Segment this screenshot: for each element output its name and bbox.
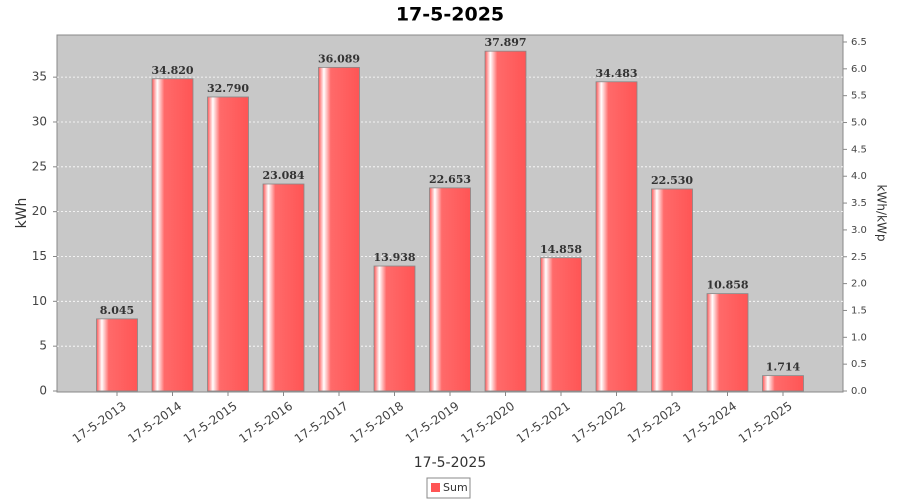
value-label: 8.045 — [100, 304, 134, 317]
y-axis-label: kWh — [14, 198, 30, 229]
legend-swatch — [431, 483, 440, 492]
bar — [318, 66, 360, 392]
value-label: 14.858 — [540, 243, 582, 256]
bar — [151, 78, 194, 392]
y-tick-label: 20 — [32, 204, 47, 218]
bar — [262, 183, 305, 392]
bar — [429, 187, 471, 392]
value-label: 37.897 — [484, 36, 526, 49]
value-label: 34.483 — [595, 67, 637, 80]
bar — [540, 257, 582, 392]
x-tick-label: 17-5-2017 — [292, 399, 351, 446]
y2-tick-label: 3.0 — [851, 225, 867, 236]
chart-title: 17-5-2025 — [396, 4, 504, 26]
y2-tick-label: 1.0 — [851, 332, 867, 343]
y2-tick-label: 4.0 — [851, 171, 867, 182]
y-tick-label: 25 — [32, 159, 47, 173]
y-tick-label: 15 — [32, 249, 47, 263]
y2-tick-label: 2.0 — [851, 279, 867, 290]
y-tick-label: 30 — [32, 114, 47, 128]
value-label: 32.790 — [207, 82, 249, 95]
x-tick-label: 17-5-2018 — [347, 399, 406, 446]
x-tick-label: 17-5-2013 — [70, 399, 129, 446]
y-tick-label: 5 — [39, 339, 47, 353]
x-tick-label: 17-5-2020 — [458, 399, 517, 446]
legend-label: Sum — [443, 481, 468, 494]
value-label: 13.938 — [373, 251, 415, 264]
y2-tick-label: 2.5 — [851, 252, 867, 263]
y2-tick-label: 4.5 — [851, 144, 867, 155]
x-tick-label: 17-5-2024 — [680, 399, 739, 446]
y2-tick-label: 6.5 — [851, 37, 867, 48]
value-label: 1.714 — [766, 361, 801, 374]
y2-tick-label: 5.5 — [851, 91, 867, 102]
y2-tick-label: 6.0 — [851, 64, 867, 75]
value-label: 22.653 — [429, 173, 471, 186]
value-label: 10.858 — [706, 279, 748, 292]
bar — [373, 265, 416, 392]
x-tick-label: 17-5-2015 — [181, 399, 240, 446]
value-label: 34.820 — [151, 64, 193, 77]
value-label: 36.089 — [318, 52, 360, 65]
bar — [706, 293, 749, 392]
y2-tick-label: 1.5 — [851, 305, 867, 316]
y-tick-label: 35 — [32, 70, 47, 84]
bar — [207, 96, 249, 392]
y2-tick-label: 5.0 — [851, 118, 867, 129]
y2-axis-label: kWh/kWp — [875, 185, 889, 242]
x-tick-label: 17-5-2023 — [625, 399, 684, 446]
y-tick-label: 10 — [32, 294, 47, 308]
x-tick-label: 17-5-2019 — [403, 399, 462, 446]
x-axis-label: 17-5-2025 — [414, 455, 486, 471]
y2-tick-label: 0.0 — [851, 386, 867, 397]
y-tick-label: 0 — [39, 384, 47, 398]
x-tick-label: 17-5-2021 — [514, 399, 573, 446]
bar — [651, 188, 693, 392]
x-tick-label: 17-5-2022 — [569, 399, 628, 446]
x-tick-label: 17-5-2025 — [736, 399, 795, 446]
y2-tick-label: 0.5 — [851, 359, 867, 370]
y2-tick-label: 3.5 — [851, 198, 867, 209]
bar — [484, 50, 527, 392]
bar — [762, 375, 804, 392]
bar — [595, 81, 638, 392]
value-label: 23.084 — [262, 169, 304, 182]
value-label: 22.530 — [651, 174, 693, 187]
x-tick-label: 17-5-2016 — [236, 399, 295, 446]
bar — [96, 318, 138, 392]
x-tick-label: 17-5-2014 — [125, 399, 184, 446]
